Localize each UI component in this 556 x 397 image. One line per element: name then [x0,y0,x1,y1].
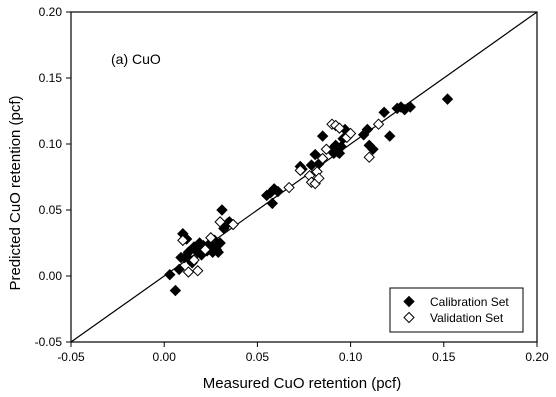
reference-line [70,11,538,343]
axes: -0.05 0.00 0.05 0.10 0.15 0.20 -0.05 0.00 0.05 0.… [35,5,549,364]
x-tick-label: 0.20 [525,350,549,364]
calibration-point [404,101,416,113]
calibration-point [367,143,379,155]
calibration-point [309,148,321,161]
x-tick-label: 0.10 [339,350,363,364]
chart-annotation: (a) CuO [111,51,161,67]
validation-point [294,164,306,177]
calibration-point [378,106,390,119]
data-points [164,93,454,297]
calibration-point [164,268,176,281]
y-tick-label: 0.10 [39,137,63,151]
validation-point [177,234,189,247]
x-axis-label: Measured CuO retention (pcf) [203,375,401,392]
calibration-point [335,140,347,153]
validation-point [320,143,333,155]
legend-marker-calibration [403,295,415,308]
calibration-point [266,197,279,210]
legend-marker-validation [403,311,415,324]
legend-label-calibration: Calibration Set [430,295,509,309]
y-tick-label: 0.15 [39,71,63,85]
legend-box [389,287,524,333]
calibration-point [216,204,228,216]
calibration-point [441,93,454,105]
validation-point [205,232,217,244]
validation-point [283,181,295,194]
calibration-point [169,284,182,297]
validation-point [182,266,195,278]
y-axis-label: Predicted CuO retention (pcf) [7,95,24,290]
x-tick-label: 0.15 [432,350,456,364]
plot-frame [70,11,538,343]
validation-point [192,265,204,277]
calibration-point [384,130,396,142]
legend: Calibration Set Validation Set [389,287,524,333]
y-tick-label: 0.20 [39,5,63,19]
validation-point [214,216,226,228]
x-tick-label: -0.05 [57,350,85,364]
legend-label-validation: Validation Set [430,311,504,325]
validation-point [313,172,325,185]
validation-point [227,218,239,231]
y-tick-label: -0.05 [35,335,63,349]
y-tick-label: 0.00 [39,269,63,283]
validation-point [363,151,375,163]
x-tick-label: 0.00 [153,350,177,364]
validation-point [316,152,329,165]
calibration-point [316,130,329,142]
calibration-point [214,237,226,249]
one-to-one-line [70,11,538,343]
calibration-point [173,263,185,276]
x-tick-label: 0.05 [246,350,270,364]
validation-point [199,243,211,256]
validation-point [333,122,346,134]
calibration-point [212,246,224,258]
calibration-point [272,185,284,198]
validation-point [188,254,200,266]
calibration-point [361,123,374,136]
validation-point [344,127,357,140]
validation-point [372,118,385,130]
y-tick-label: 0.05 [39,203,63,217]
